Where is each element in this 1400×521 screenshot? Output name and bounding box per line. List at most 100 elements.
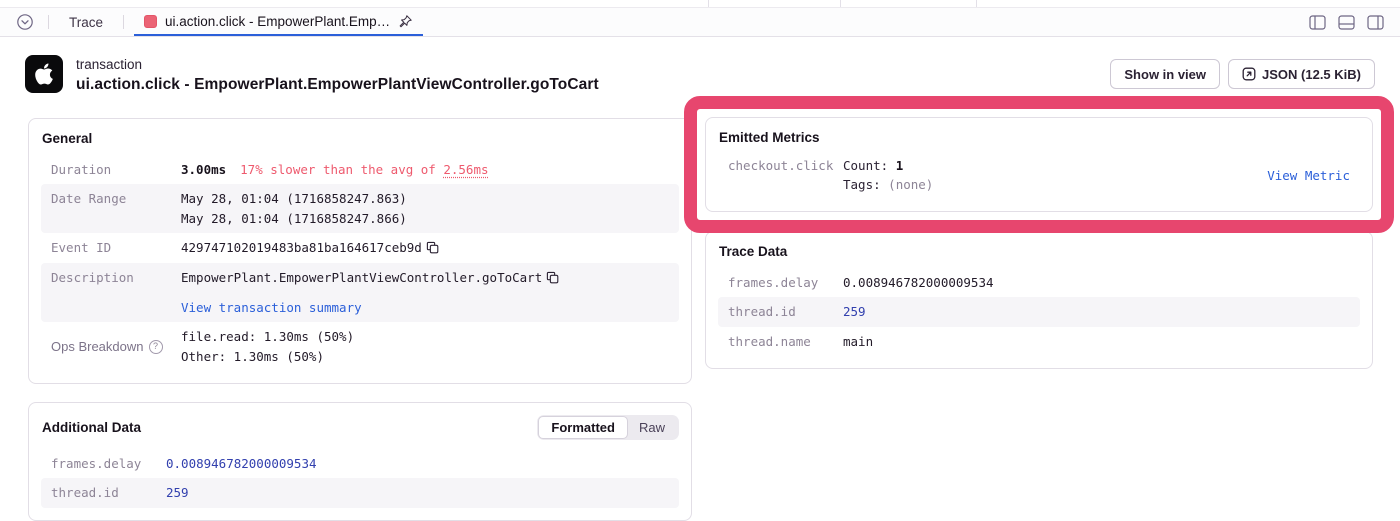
duration-value: 3.00ms bbox=[181, 162, 227, 177]
date-range-end: May 28, 01:04 (1716858247.866) bbox=[181, 210, 407, 226]
view-metric-link[interactable]: View Metric bbox=[1267, 167, 1350, 183]
emitted-metrics-heading: Emitted Metrics bbox=[719, 130, 820, 145]
tab-trace[interactable]: Trace bbox=[59, 8, 113, 36]
row-frames-delay: frames.delay 0.008946782000009534 bbox=[718, 268, 1360, 297]
layout-panel-right-button[interactable] bbox=[1367, 14, 1384, 30]
layout-panel-left-button[interactable] bbox=[1309, 14, 1326, 30]
layout-controls bbox=[1309, 8, 1400, 36]
date-range-start: May 28, 01:04 (1716858247.863) bbox=[181, 191, 407, 207]
metric-tags-value: (none) bbox=[888, 177, 934, 193]
cropped-top-row bbox=[0, 0, 1400, 8]
transaction-type-icon bbox=[144, 14, 158, 28]
format-toggle-raw[interactable]: Raw bbox=[638, 420, 665, 435]
general-heading: General bbox=[42, 131, 93, 146]
row-duration-key: Duration bbox=[51, 162, 112, 177]
row-description-key: Description bbox=[51, 269, 134, 285]
general-rows: Duration 3.00ms 17% slower than the avg o… bbox=[41, 155, 679, 371]
general-card: General Duration 3.00ms 17% slower than t… bbox=[28, 118, 692, 384]
right-column: Emitted Metrics checkout.click Count: 1 … bbox=[684, 96, 1394, 369]
row-date-range-value: May 28, 01:04 (1716858247.863) May 28, 0… bbox=[181, 189, 669, 228]
row-event-id: Event ID 429747102019483ba81ba164617ceb9… bbox=[41, 233, 679, 262]
divider bbox=[48, 15, 49, 29]
tab-trace-label: Trace bbox=[69, 14, 104, 30]
metric-count-line: Count: 1 bbox=[843, 156, 933, 175]
format-toggle: Formatted Raw bbox=[537, 415, 679, 440]
copy-icon[interactable] bbox=[426, 241, 439, 254]
row-date-range: Date Range May 28, 01:04 (1716858247.863… bbox=[41, 184, 679, 234]
row-event-id-value: 429747102019483ba81ba164617ceb9d bbox=[181, 238, 669, 257]
emitted-metrics-card: Emitted Metrics checkout.click Count: 1 … bbox=[705, 117, 1373, 212]
row-duration: Duration 3.00ms 17% slower than the avg o… bbox=[41, 155, 679, 184]
show-in-view-label: Show in view bbox=[1124, 66, 1207, 82]
additional-data-card: Additional Data Formatted Raw frames.del… bbox=[28, 402, 692, 521]
row-thread-name: thread.name main bbox=[718, 327, 1360, 356]
collapse-drawer-button[interactable] bbox=[12, 8, 38, 36]
row-duration-value: 3.00ms 17% slower than the avg of 2.56ms bbox=[181, 160, 669, 179]
ops-breakdown-label: Ops Breakdown bbox=[51, 338, 144, 354]
divider bbox=[123, 15, 125, 29]
trace-data-card: Trace Data frames.delay 0.00894678200000… bbox=[705, 230, 1373, 369]
row-description: Description EmpowerPlant.EmpowerPlantVie… bbox=[41, 262, 679, 323]
show-in-view-button[interactable]: Show in view bbox=[1110, 59, 1221, 89]
row-thread-id-value: 259 bbox=[843, 304, 866, 320]
left-column: General Duration 3.00ms 17% slower than t… bbox=[28, 118, 692, 521]
column-divider bbox=[840, 0, 841, 7]
description-value: EmpowerPlant.EmpowerPlantViewController.… bbox=[181, 269, 543, 285]
ops-breakdown-line: file.read: 1.30ms (50%) bbox=[181, 329, 355, 345]
row-event-id-key: Event ID bbox=[51, 240, 112, 256]
external-link-icon bbox=[1242, 67, 1256, 81]
row-date-range-key: Date Range bbox=[51, 191, 127, 207]
row-ops-breakdown: Ops Breakdown ? file.read: 1.30ms (50%) … bbox=[41, 322, 679, 371]
row-thread-id-value: 259 bbox=[166, 485, 189, 501]
trace-data-heading: Trace Data bbox=[719, 243, 788, 259]
description-value-line: EmpowerPlant.EmpowerPlantViewController.… bbox=[181, 268, 669, 287]
format-toggle-formatted[interactable]: Formatted bbox=[538, 416, 628, 439]
page-title: ui.action.click - EmpowerPlant.EmpowerPl… bbox=[76, 76, 599, 93]
event-type-label: transaction bbox=[76, 57, 143, 72]
row-description-value: EmpowerPlant.EmpowerPlantViewController.… bbox=[181, 268, 669, 318]
metric-tags-line: Tags: (none) bbox=[843, 175, 933, 194]
additional-data-heading: Additional Data bbox=[42, 420, 142, 435]
metric-tags-label: Tags: bbox=[843, 177, 881, 193]
additional-data-rows: frames.delay 0.008946782000009534 thread… bbox=[41, 449, 679, 508]
tab-transaction-active[interactable]: ui.action.click - EmpowerPlant.Emp… bbox=[134, 8, 424, 36]
view-transaction-summary-link[interactable]: View transaction summary bbox=[181, 299, 362, 315]
event-id-value: 429747102019483ba81ba164617ceb9d bbox=[181, 240, 422, 256]
additional-data-header: Additional Data Formatted Raw bbox=[41, 415, 679, 449]
row-thread-id-key: thread.id bbox=[51, 485, 119, 501]
row-frames-delay-key: frames.delay bbox=[728, 274, 819, 290]
duration-avg-value[interactable]: 2.56ms bbox=[443, 162, 489, 177]
trace-data-rows: frames.delay 0.008946782000009534 thread… bbox=[718, 268, 1360, 356]
row-thread-id: thread.id 259 bbox=[41, 478, 679, 508]
layout-panel-bottom-button[interactable] bbox=[1338, 14, 1355, 30]
row-frames-delay-value: 0.008946782000009534 bbox=[843, 274, 994, 290]
row-thread-id: thread.id 259 bbox=[718, 297, 1360, 327]
pin-icon[interactable] bbox=[398, 14, 413, 29]
metric-details: Count: 1 Tags: (none) bbox=[843, 156, 933, 195]
row-thread-id-key: thread.id bbox=[728, 304, 796, 320]
chevron-down-circle-icon bbox=[16, 13, 34, 31]
row-thread-name-key: thread.name bbox=[728, 333, 811, 349]
json-download-button[interactable]: JSON (12.5 KiB) bbox=[1228, 59, 1375, 89]
header-titles: transaction ui.action.click - EmpowerPla… bbox=[76, 55, 599, 96]
copy-icon[interactable] bbox=[546, 271, 559, 284]
detail-columns: General Duration 3.00ms 17% slower than t… bbox=[28, 96, 1394, 521]
header-actions: Show in view JSON (12.5 KiB) bbox=[1110, 55, 1375, 89]
metric-name: checkout.click bbox=[728, 158, 834, 173]
highlight-annotation-ring: Emitted Metrics checkout.click Count: 1 … bbox=[684, 96, 1394, 233]
metric-count-label: Count: bbox=[843, 158, 889, 173]
tab-transaction-label: ui.action.click - EmpowerPlant.Emp… bbox=[165, 13, 391, 29]
duration-comparison: 17% slower than the avg of 2.56ms bbox=[240, 162, 488, 177]
row-ops-breakdown-value: file.read: 1.30ms (50%) Other: 1.30ms (5… bbox=[181, 327, 669, 366]
json-button-label: JSON (12.5 KiB) bbox=[1262, 66, 1361, 82]
help-icon[interactable]: ? bbox=[148, 339, 163, 354]
column-divider bbox=[976, 0, 977, 7]
transaction-header: transaction ui.action.click - EmpowerPla… bbox=[25, 55, 1375, 96]
emitted-metric-row: checkout.click Count: 1 Tags: (none) Vie… bbox=[718, 154, 1360, 199]
column-divider bbox=[708, 0, 709, 7]
ops-breakdown-line: Other: 1.30ms (50%) bbox=[181, 348, 324, 364]
row-ops-breakdown-key: Ops Breakdown ? bbox=[51, 337, 181, 357]
duration-comparison-text: 17% slower than the avg of bbox=[240, 162, 436, 177]
row-thread-name-value: main bbox=[843, 333, 874, 349]
metric-count-value: 1 bbox=[895, 158, 904, 173]
